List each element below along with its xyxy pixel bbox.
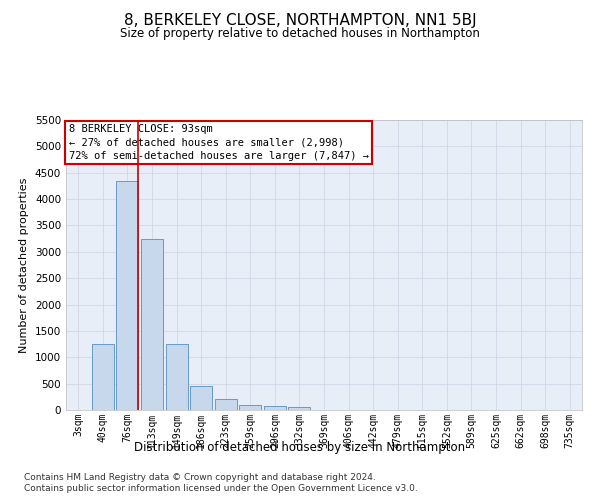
Bar: [92, 344, 114, 410]
Text: 8 BERKELEY CLOSE: 93sqm
← 27% of detached houses are smaller (2,998)
72% of semi: 8 BERKELEY CLOSE: 93sqm ← 27% of detache…: [68, 124, 368, 161]
Bar: [289, 408, 310, 410]
Bar: [141, 238, 163, 410]
Text: 8, BERKELEY CLOSE, NORTHAMPTON, NN1 5BJ: 8, BERKELEY CLOSE, NORTHAMPTON, NN1 5BJ: [124, 12, 476, 28]
Bar: [116, 180, 139, 410]
Bar: [264, 406, 286, 410]
Bar: [190, 386, 212, 410]
Text: Contains HM Land Registry data © Crown copyright and database right 2024.: Contains HM Land Registry data © Crown c…: [24, 472, 376, 482]
Text: Distribution of detached houses by size in Northampton: Distribution of detached houses by size …: [134, 441, 466, 454]
Bar: [166, 344, 188, 410]
Bar: [239, 404, 262, 410]
Text: Contains public sector information licensed under the Open Government Licence v3: Contains public sector information licen…: [24, 484, 418, 493]
Y-axis label: Number of detached properties: Number of detached properties: [19, 178, 29, 352]
Text: Size of property relative to detached houses in Northampton: Size of property relative to detached ho…: [120, 28, 480, 40]
Bar: [215, 400, 237, 410]
